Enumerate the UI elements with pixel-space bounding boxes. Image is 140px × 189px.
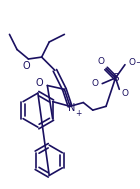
- Text: O: O: [128, 58, 135, 67]
- Text: O: O: [23, 61, 30, 71]
- Text: N: N: [68, 103, 76, 113]
- Text: O: O: [122, 89, 129, 98]
- Text: O: O: [35, 78, 43, 88]
- Text: +: +: [75, 109, 82, 118]
- Text: O: O: [91, 79, 98, 88]
- Text: −: −: [135, 58, 140, 67]
- Text: S: S: [112, 73, 119, 83]
- Text: O: O: [98, 57, 105, 66]
